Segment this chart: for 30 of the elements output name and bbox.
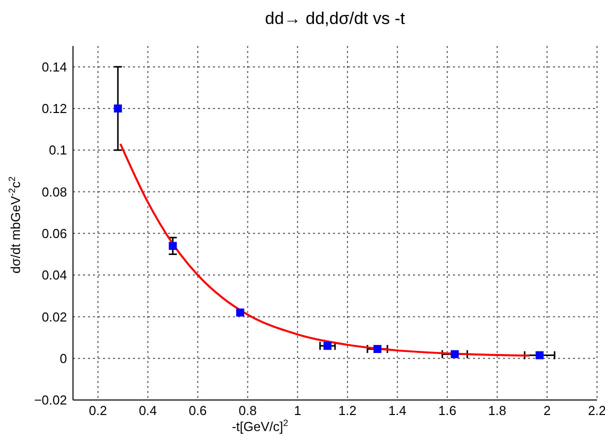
- y-tick-label: 0.1: [48, 142, 67, 158]
- point: [168, 242, 177, 250]
- x-tick-label: 0.8: [238, 403, 257, 418]
- y-tick-label: 0.04: [42, 268, 67, 283]
- line-series: [119, 142, 531, 357]
- x-tick-label: 2: [543, 403, 551, 418]
- x-tick-label: 1: [294, 403, 302, 418]
- x-tick-label: 1.4: [388, 403, 406, 418]
- x-tick-label: 1.2: [338, 403, 357, 418]
- x-tick-label: 0.2: [88, 403, 107, 418]
- y-tick-label: 0.12: [42, 101, 67, 116]
- y-tick-label: 0.14: [42, 59, 67, 74]
- x-tick-label: 0.4: [138, 403, 157, 418]
- point: [373, 344, 382, 353]
- chart-title: dd→ dd,dσ/dt vs -t: [265, 9, 406, 28]
- point: [324, 342, 332, 350]
- x-tick-label: 0.6: [188, 403, 207, 418]
- x-tick-label: 1.8: [488, 403, 506, 418]
- y-tick-label: −0.02: [34, 392, 67, 408]
- point: [236, 308, 244, 317]
- point: [536, 351, 544, 360]
- y-tick-label: 0.02: [42, 309, 67, 324]
- point: [450, 350, 459, 358]
- x-tick-label: 2.2: [588, 403, 605, 418]
- x-tick-label: 1.6: [438, 403, 456, 418]
- point: [114, 104, 122, 112]
- y-tick-label: 0: [60, 350, 67, 366]
- y-tick-label: 0.08: [42, 184, 67, 200]
- x-axis-title: -t[GeV/c]$^{2}$: [232, 418, 288, 434]
- y-tick-label: 0.06: [42, 226, 67, 242]
